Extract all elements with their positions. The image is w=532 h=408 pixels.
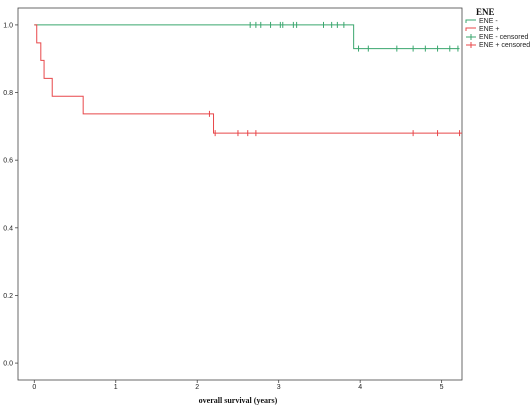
legend-swatch (465, 27, 476, 31)
y-tick-label: 1.0 (3, 22, 13, 29)
y-tick-label: 0.2 (3, 293, 13, 300)
series-line-ene-positive (34, 24, 462, 134)
legend-label: ENE - (479, 18, 498, 25)
axes: 0 1 2 3 4 5 0.0 0.2 0.4 0.6 0.8 1.0 (3, 7, 463, 391)
plot-frame (17, 7, 463, 381)
y-tick-label: 0.8 (3, 90, 13, 97)
x-tick-label: 5 (440, 384, 444, 391)
legend-entry: ENE - (465, 18, 498, 25)
x-tick-label: 3 (277, 384, 281, 391)
x-axis-title: overall survival (years) (199, 396, 278, 405)
y-tick-label: 0.4 (3, 225, 13, 232)
legend-label: ENE - censored (479, 34, 529, 41)
x-tick-label: 1 (114, 384, 118, 391)
series-line-ene-negative (34, 24, 460, 50)
legend-entry: ENE - censored (466, 34, 529, 41)
legend-entry: ENE + (465, 26, 499, 33)
y-tick-label: 0.0 (3, 361, 13, 368)
x-tick-label: 0 (32, 384, 36, 391)
legend-label: ENE + censored (479, 42, 530, 49)
x-tick-label: 4 (358, 384, 362, 391)
legend-swatch (465, 19, 476, 23)
legend-title: ENE (476, 7, 495, 17)
legend-label: ENE + (479, 26, 499, 33)
y-tick-label: 0.6 (3, 158, 13, 165)
legend-entry: ENE + censored (466, 42, 530, 49)
plot-series (34, 21, 462, 137)
x-tick-label: 2 (195, 384, 199, 391)
